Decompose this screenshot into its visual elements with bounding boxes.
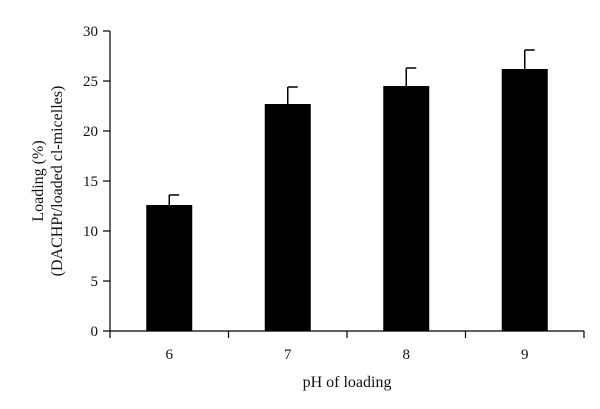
bar (264, 104, 311, 331)
y-tick-label: 10 (83, 224, 98, 240)
y-axis-title-line-2: (DACHPt/loaded cl-micelles) (49, 86, 66, 277)
y-tick-label: 15 (83, 174, 98, 190)
y-tick-label: 0 (91, 324, 99, 340)
y-tick-label: 25 (83, 74, 98, 90)
x-tick-label: 9 (521, 347, 529, 363)
y-axis-title-line-1: Loading (%) (30, 140, 47, 221)
x-tick-label: 7 (284, 347, 292, 363)
bar (146, 205, 193, 331)
bar (383, 86, 430, 331)
y-tick-label: 5 (91, 274, 99, 290)
bar (501, 69, 548, 331)
x-axis-title: pH of loading (303, 374, 392, 391)
x-tick-label: 8 (403, 347, 411, 363)
x-tick-label: 6 (166, 347, 174, 363)
plot-area: 0 5 10 15 20 25 30 6 7 8 9 (83, 24, 585, 363)
y-tick-label: 20 (83, 124, 98, 140)
y-tick-label: 30 (83, 24, 98, 40)
